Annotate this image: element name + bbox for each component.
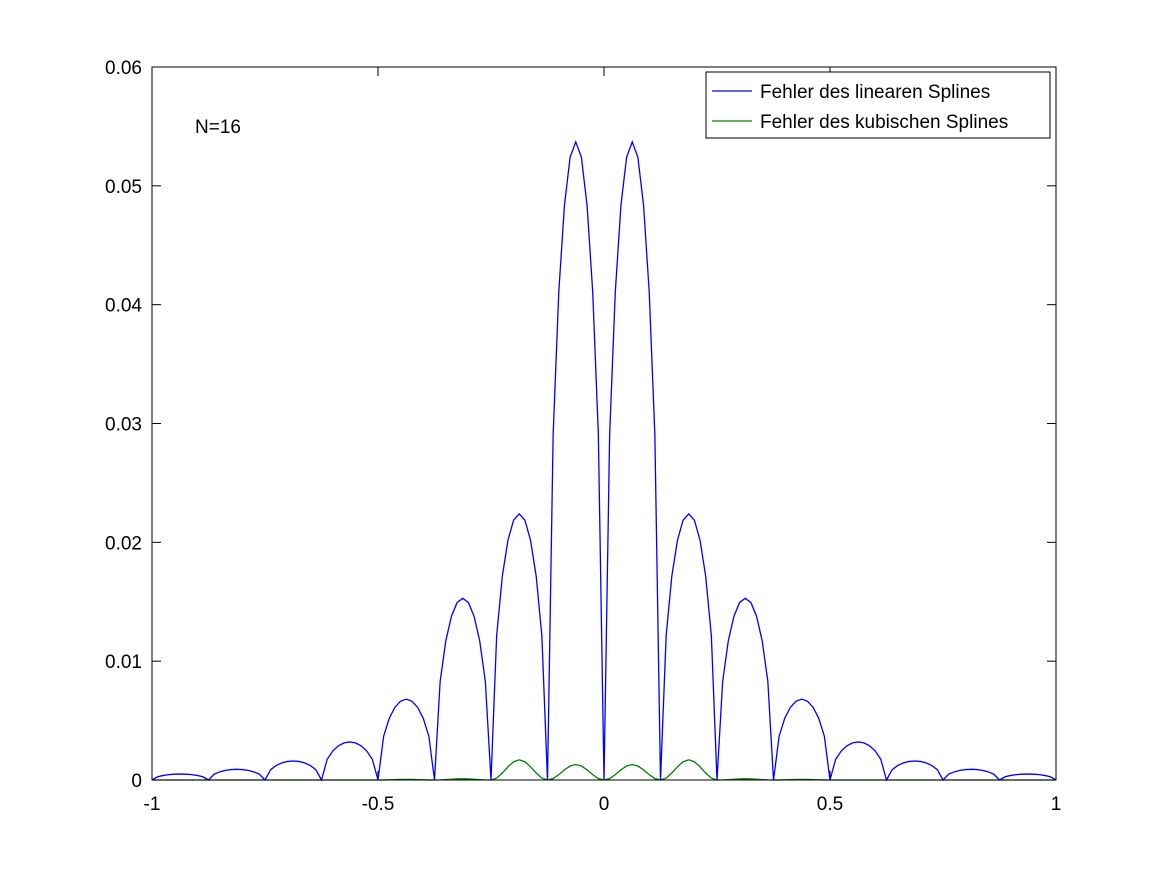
x-tick-label: 0.5 [817, 794, 843, 815]
y-tick-label: 0.01 [105, 652, 142, 673]
y-tick-label: 0.03 [105, 415, 142, 436]
y-tick-label: 0.02 [105, 533, 142, 554]
legend-box [705, 71, 1051, 139]
ticks: -1 -0.5 0 0.5 1 0 0.01 0.02 0.03 0.04 0.05 0.06 [105, 58, 1061, 815]
x-tick-label: -0.5 [362, 794, 395, 815]
axes-box [151, 66, 1057, 781]
y-tick-label: 0 [131, 771, 142, 792]
legend-label-linear: Fehler des linearen Splines [760, 82, 990, 103]
y-tick-label: 0.04 [105, 296, 142, 317]
legend-label-cubic: Fehler des kubischen Splines [760, 112, 1008, 133]
plot-area [152, 67, 1056, 780]
y-tick-label: 0.06 [105, 58, 142, 79]
x-tick-label: 1 [1051, 794, 1062, 815]
x-tick-label: -1 [144, 794, 161, 815]
legend: Fehler des linearen Splines Fehler des k… [705, 71, 1051, 139]
x-tick-label: 0 [599, 794, 610, 815]
n-annotation: N=16 [195, 117, 241, 138]
y-tick-label: 0.05 [105, 177, 142, 198]
